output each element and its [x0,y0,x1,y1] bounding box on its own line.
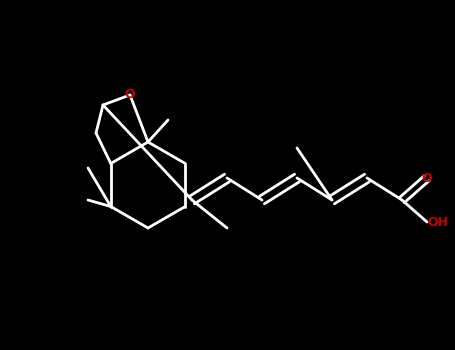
Text: OH: OH [427,216,448,229]
Text: O: O [125,89,135,101]
Text: O: O [422,172,432,184]
